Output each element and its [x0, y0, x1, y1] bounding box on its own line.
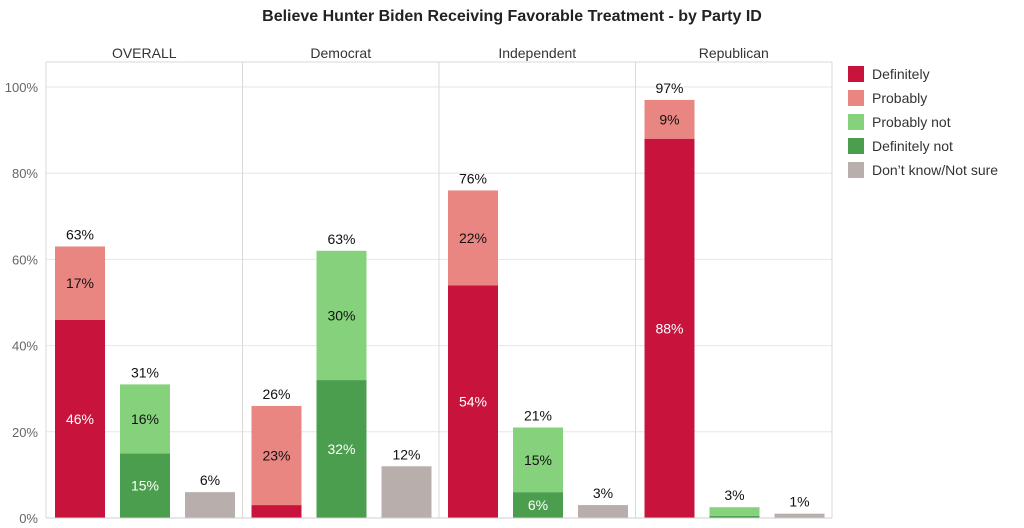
bar-total-label: 63% [66, 226, 94, 242]
y-tick-label: 100% [5, 80, 39, 95]
segment-data-label: 15% [131, 478, 159, 494]
bar-segment [578, 505, 628, 518]
panel-header: Independent [498, 45, 576, 61]
legend-swatch [848, 66, 864, 82]
bar-segment [251, 505, 302, 518]
panel-header: OVERALL [112, 45, 177, 61]
bar-segment [448, 285, 498, 518]
segment-data-label: 54% [459, 394, 487, 410]
chart-title: Believe Hunter Biden Receiving Favorable… [262, 8, 762, 25]
segment-data-label: 9% [659, 111, 679, 127]
bar-total-label: 21% [524, 407, 552, 423]
segment-data-label: 32% [327, 441, 355, 457]
bar-segment [709, 515, 760, 518]
segment-data-label: 23% [262, 448, 290, 464]
bar-total-label: 63% [327, 231, 355, 247]
bar-segment [120, 453, 170, 518]
legend-swatch [848, 114, 864, 130]
legend: Definitely Probably Probably not Definit… [848, 62, 998, 182]
y-tick-label: 20% [12, 425, 38, 440]
segment-data-label: 6% [528, 497, 548, 513]
y-tick-label: 0% [19, 511, 38, 526]
bar-total-label: 97% [655, 80, 683, 96]
bar-segment [513, 492, 563, 518]
bar-total-label: 26% [262, 386, 290, 402]
legend-item-probably-not: Probably not [848, 110, 998, 134]
y-tick-label: 40% [12, 339, 38, 354]
bar-segment [185, 492, 235, 518]
bar-segment [251, 405, 302, 506]
bar-segment [381, 466, 432, 518]
bar-total-label: 3% [593, 485, 613, 501]
y-tick-label: 80% [12, 166, 38, 181]
bar-total-label: 76% [459, 170, 487, 186]
panel-header: Republican [699, 45, 769, 61]
bar-segment [316, 250, 367, 381]
panel-header: Democrat [310, 45, 371, 61]
segment-data-label: 46% [66, 411, 94, 427]
legend-item-dont-know: Don’t know/Not sure [848, 158, 998, 182]
bar-segment [513, 427, 563, 493]
bar-segment [55, 246, 105, 320]
legend-swatch [848, 138, 864, 154]
bar-total-label: 3% [724, 487, 744, 503]
legend-label: Probably not [872, 114, 951, 130]
segment-data-label: 15% [524, 452, 552, 468]
segment-data-label: 22% [459, 230, 487, 246]
bar-segment [644, 99, 695, 139]
bar-total-label: 12% [392, 446, 420, 462]
bar-segment [316, 380, 367, 518]
segment-data-label: 16% [131, 411, 159, 427]
y-tick-label: 60% [12, 252, 38, 267]
bar-segment [120, 384, 170, 454]
bar-segment [774, 513, 825, 518]
bar-segment [709, 507, 760, 516]
legend-swatch [848, 162, 864, 178]
bar-total-label: 1% [789, 494, 809, 510]
legend-label: Don’t know/Not sure [872, 162, 999, 178]
bar-total-label: 31% [131, 364, 159, 380]
legend-swatch [848, 90, 864, 106]
bar-segment [644, 138, 695, 518]
legend-label: Probably [872, 90, 928, 106]
bar-segment [448, 190, 498, 286]
segment-data-label: 17% [66, 275, 94, 291]
legend-label: Definitely [872, 66, 930, 82]
segment-data-label: 30% [327, 307, 355, 323]
legend-item-definitely: Definitely [848, 62, 998, 86]
legend-label: Definitely not [872, 138, 953, 154]
bar-total-label: 6% [200, 472, 220, 488]
bar-segment [55, 319, 105, 518]
legend-item-definitely-not: Definitely not [848, 134, 998, 158]
legend-item-probably: Probably [848, 86, 998, 110]
segment-data-label: 88% [655, 320, 683, 336]
